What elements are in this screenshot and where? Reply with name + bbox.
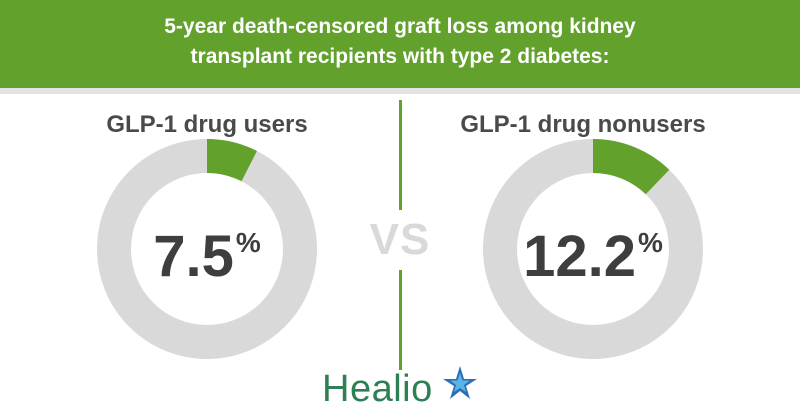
divider-top: [399, 100, 402, 210]
users-label: GLP-1 drug users: [106, 111, 308, 138]
nonusers-value-label: 12.2%: [473, 208, 713, 292]
title-line-1: 5-year death-censored graft loss among k…: [164, 15, 636, 38]
page-title: 5-year death-censored graft loss among k…: [0, 12, 800, 72]
users-donut-chart: [97, 139, 317, 359]
header-banner: 5-year death-censored graft loss among k…: [0, 0, 800, 88]
logo-wordmark: Healio: [322, 368, 433, 410]
vs-label: VS: [369, 215, 431, 264]
nonusers-value-unit: %: [637, 227, 663, 258]
users-value-number: 7.5: [153, 224, 234, 289]
users-value-unit: %: [235, 227, 261, 258]
nonusers-label: GLP-1 drug nonusers: [460, 111, 706, 138]
donut-slice-value: [593, 139, 670, 195]
healio-logo: Healio: [322, 365, 492, 415]
header-stripe: [0, 88, 800, 94]
nonusers-donut-chart: [483, 139, 703, 359]
donut-slice-value: [207, 139, 257, 182]
star-logo-icon: [443, 366, 477, 399]
title-line-2: transplant recipients with type 2 diabet…: [190, 45, 610, 68]
users-value-label: 7.5%: [97, 208, 317, 292]
nonusers-value-number: 12.2: [523, 224, 636, 289]
divider-bottom: [399, 270, 402, 370]
